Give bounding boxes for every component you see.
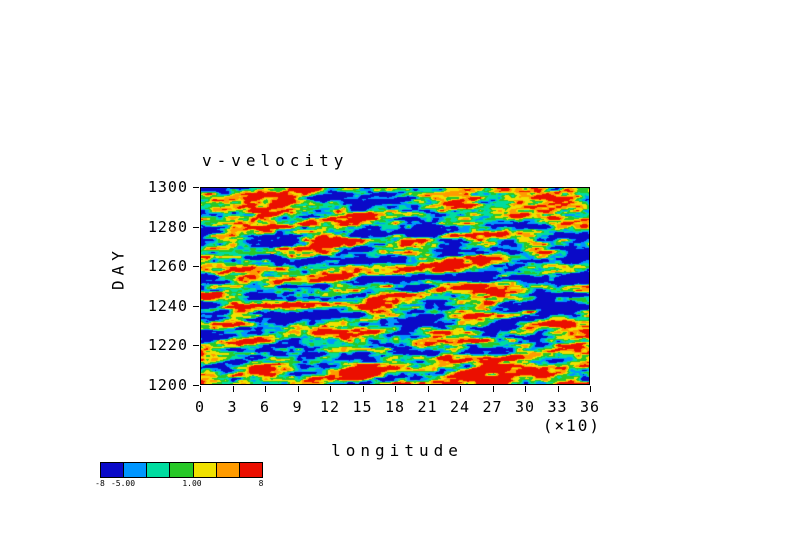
x-tick-label: 18 bbox=[384, 398, 406, 416]
y-tick-label: 1240 bbox=[147, 296, 188, 315]
y-tick-label: 1280 bbox=[147, 217, 188, 236]
y-tick-label: 1200 bbox=[147, 376, 188, 394]
x-tick-label: 27 bbox=[482, 398, 503, 416]
x-tick-label: 21 bbox=[417, 398, 438, 416]
plot-frame bbox=[200, 187, 590, 385]
x-tick-mark bbox=[265, 386, 266, 392]
x-tick-mark bbox=[232, 386, 234, 392]
x-axis-scale-note: (×10) bbox=[542, 416, 601, 435]
x-tick-label: 15 bbox=[352, 398, 373, 416]
y-tick-mark bbox=[193, 305, 199, 307]
colorbar-label: 8 bbox=[258, 479, 264, 488]
colorbar-segment bbox=[239, 463, 262, 477]
x-tick-mark bbox=[427, 386, 429, 392]
x-tick-mark bbox=[330, 386, 331, 392]
colorbar-segment bbox=[193, 463, 217, 477]
x-tick-mark bbox=[590, 386, 591, 392]
colorbar-segment bbox=[101, 463, 125, 477]
y-tick-mark bbox=[193, 345, 199, 347]
colorbar-segment bbox=[147, 463, 171, 477]
colorbar-label: -8 bbox=[95, 479, 105, 488]
x-tick-mark bbox=[362, 386, 364, 392]
y-tick-label: 1220 bbox=[147, 336, 188, 355]
plot-title: v-velocity bbox=[202, 151, 349, 170]
x-tick-mark bbox=[525, 386, 526, 392]
colorbar bbox=[100, 462, 263, 478]
x-axis-label: longitude bbox=[331, 441, 463, 460]
y-tick-mark bbox=[193, 266, 199, 268]
colorbar-segment bbox=[216, 463, 240, 477]
heatmap-canvas bbox=[201, 188, 589, 384]
x-tick-label: 6 bbox=[259, 398, 271, 416]
x-tick-mark bbox=[460, 386, 461, 392]
x-tick-label: 12 bbox=[319, 398, 341, 416]
x-tick-mark bbox=[395, 386, 396, 392]
y-tick-mark bbox=[193, 226, 199, 228]
x-tick-label: 0 bbox=[194, 398, 206, 416]
y-tick-label: 1300 bbox=[147, 178, 188, 196]
x-tick-mark bbox=[200, 386, 201, 392]
x-tick-label: 24 bbox=[449, 398, 471, 416]
x-tick-label: 36 bbox=[579, 398, 601, 416]
x-tick-mark bbox=[492, 386, 494, 392]
y-tick-mark bbox=[193, 187, 199, 188]
x-tick-label: 30 bbox=[514, 398, 536, 416]
colorbar-segment bbox=[170, 463, 194, 477]
colorbar-label: -5.00 bbox=[110, 479, 136, 488]
x-tick-label: 3 bbox=[227, 398, 238, 416]
x-tick-mark bbox=[297, 386, 299, 392]
x-tick-label: 33 bbox=[547, 398, 568, 416]
y-tick-mark bbox=[193, 385, 199, 386]
x-tick-label: 9 bbox=[292, 398, 303, 416]
colorbar-label: 1.00 bbox=[182, 479, 202, 488]
colorbar-segment bbox=[124, 463, 148, 477]
y-tick-label: 1260 bbox=[147, 257, 188, 276]
x-tick-mark bbox=[557, 386, 559, 392]
